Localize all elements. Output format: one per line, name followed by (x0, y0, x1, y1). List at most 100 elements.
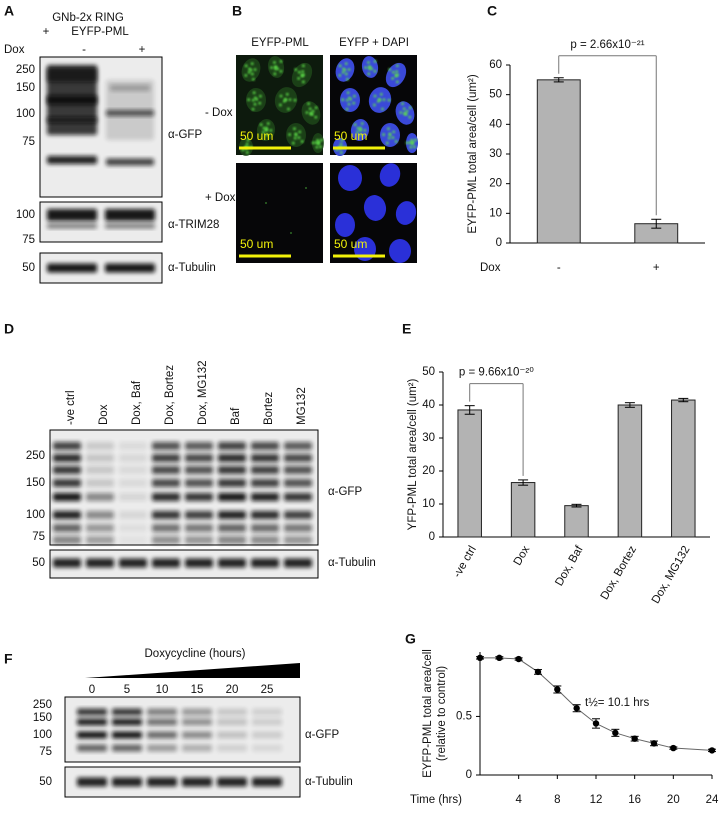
mw-marker: 250 (16, 64, 35, 76)
pml-body (251, 72, 254, 76)
band (251, 558, 279, 568)
scale-bar-label: 50 um (334, 129, 367, 143)
pml-body (258, 101, 262, 105)
pml-body (269, 129, 273, 132)
band (251, 442, 279, 450)
pml-body (391, 77, 394, 80)
pml-body (316, 141, 320, 145)
pml-body (298, 70, 301, 74)
band (86, 454, 114, 462)
y-tick-label: 50 (489, 89, 502, 101)
pml-body (395, 70, 399, 73)
pml-body (244, 74, 248, 77)
pml-body (353, 123, 357, 126)
band (185, 536, 213, 544)
pml-body (300, 140, 304, 143)
bar (510, 482, 536, 538)
x-tick-label: 16 (628, 794, 641, 806)
lane-label: MG132 (296, 387, 308, 425)
band (86, 442, 114, 450)
band (251, 454, 279, 462)
band (53, 442, 81, 450)
lane-label: 5 (124, 684, 130, 696)
pml-body (341, 70, 345, 74)
band (147, 708, 177, 716)
bar (536, 79, 581, 244)
pml-body (248, 67, 251, 71)
antibody-label: α-Tubulin (328, 557, 376, 569)
error-bar (678, 397, 689, 403)
pml-body (255, 97, 258, 101)
pml-body (373, 94, 377, 98)
band (53, 558, 81, 568)
y-tick-label: 0 (496, 237, 502, 249)
band (86, 466, 114, 474)
y-tick-label: 30 (422, 432, 435, 444)
pml-body (368, 65, 372, 69)
mw-marker: 50 (39, 776, 52, 788)
nucleus (379, 163, 401, 187)
pml-body (264, 128, 268, 132)
x-tick-label: 12 (590, 794, 603, 806)
band (251, 479, 279, 487)
pml-body (305, 187, 307, 189)
band (218, 558, 246, 568)
pml-body (340, 138, 344, 142)
fit-line (480, 657, 713, 751)
y-tick-label: 0.5 (456, 710, 472, 722)
blot-frame (64, 766, 301, 798)
band (105, 223, 155, 229)
pml-body (388, 68, 391, 71)
pml-body (346, 77, 349, 81)
lane-label: + (139, 44, 146, 56)
pml-body (381, 107, 384, 111)
pml-body (244, 64, 248, 68)
data-point (476, 654, 484, 662)
lane-label: Bortez (263, 392, 275, 425)
pml-body (320, 138, 323, 142)
band (119, 454, 147, 462)
blot-frame (64, 696, 301, 763)
pml-body (342, 67, 345, 71)
mw-marker: 50 (22, 262, 35, 274)
pml-body (373, 69, 377, 73)
band (217, 718, 247, 726)
data-point (650, 740, 658, 747)
band (119, 493, 147, 501)
pml-body (279, 69, 283, 73)
pml-body (378, 98, 382, 102)
bar (564, 505, 589, 538)
pml-body (273, 61, 276, 64)
blot-frame (39, 201, 163, 243)
band (77, 708, 107, 716)
lane-label: Dox, Baf (131, 380, 143, 425)
pml-body (408, 106, 412, 109)
pml-body (314, 106, 318, 109)
pml-body (250, 62, 254, 65)
pml-body (338, 64, 342, 68)
pml-body (265, 133, 269, 137)
panel-label: F (4, 651, 13, 667)
band (152, 454, 180, 462)
x-tick-label: Dox, MG132 (650, 544, 693, 606)
y-axis-title: YFP-PML total area/cell (um²) (407, 378, 419, 530)
band (53, 493, 81, 501)
band (185, 479, 213, 487)
construct-label: EYFP-PML (71, 26, 129, 38)
band (77, 731, 107, 739)
scale-bar-label: 50 um (240, 129, 273, 143)
pml-body (265, 202, 267, 204)
lane-label: 25 (261, 684, 274, 696)
band (252, 708, 282, 716)
band (218, 524, 246, 532)
y-tick-label: 60 (489, 59, 502, 71)
panel-label: D (4, 321, 14, 337)
pml-body (410, 141, 414, 145)
pml-body (274, 65, 278, 69)
pml-body (352, 101, 356, 105)
x-tick-label: + (653, 262, 660, 274)
x-tick-label: Dox (512, 544, 533, 568)
pml-body (385, 141, 389, 145)
band (284, 442, 312, 450)
